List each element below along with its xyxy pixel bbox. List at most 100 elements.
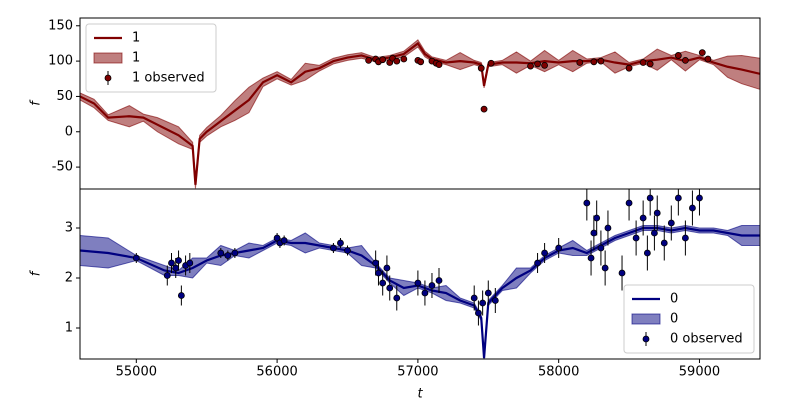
observed-point xyxy=(534,60,541,68)
observed-point xyxy=(186,259,194,267)
observed-point xyxy=(653,209,661,217)
observed-point xyxy=(583,199,591,207)
mean-line xyxy=(80,41,760,185)
observed-point xyxy=(475,309,482,317)
panel: 1 2 3 55000 56000 57000 58000 59000 f t 0 0 0 observ… xyxy=(29,188,761,400)
observed-point xyxy=(632,234,640,242)
legend-point xyxy=(642,335,650,343)
observed-point xyxy=(372,259,380,267)
y-axis-label: f xyxy=(29,269,44,276)
observed-point xyxy=(273,234,281,242)
observed-point xyxy=(421,289,429,297)
observed-point xyxy=(330,244,337,252)
y-tick-label: 100 xyxy=(48,54,73,69)
observed-point xyxy=(400,55,408,63)
observed-point xyxy=(601,264,609,272)
observed-point xyxy=(704,55,712,63)
observed-point xyxy=(175,257,182,264)
x-tick-label: 57000 xyxy=(397,365,438,380)
observed-point xyxy=(689,204,696,212)
observed-point xyxy=(414,279,422,287)
observed-point xyxy=(696,194,703,202)
observed-point xyxy=(172,264,180,272)
confidence-band xyxy=(80,39,760,189)
observed-point xyxy=(646,60,654,68)
observed-point xyxy=(379,56,387,64)
x-axis-label: t xyxy=(417,387,423,400)
y-axis-label: f xyxy=(29,99,44,106)
observed-point xyxy=(625,199,633,207)
observed-point xyxy=(646,194,654,202)
observed-point xyxy=(163,272,171,279)
legend-box xyxy=(623,284,755,354)
observed-point xyxy=(698,49,706,57)
observed-point xyxy=(660,239,668,247)
observed-point xyxy=(541,61,548,69)
legend-box xyxy=(85,23,217,93)
observed-point xyxy=(667,219,675,227)
legend-label: 0 observed xyxy=(670,332,743,347)
y-tick-label: 150 xyxy=(48,18,73,33)
observed-point xyxy=(479,299,487,307)
observed-point xyxy=(386,284,394,292)
x-tick-label: 58000 xyxy=(538,365,579,380)
observed-point xyxy=(484,289,492,297)
observed-point xyxy=(344,247,351,254)
observed-point xyxy=(379,279,387,287)
y-tick-label: 50 xyxy=(56,89,73,104)
observed-point xyxy=(217,249,225,257)
legend-point xyxy=(104,74,112,82)
observed-point xyxy=(487,59,495,67)
observed-point xyxy=(491,297,499,304)
legend: 1 1 1 observed xyxy=(85,23,217,93)
plot-area xyxy=(80,189,760,359)
observed-point xyxy=(477,64,485,72)
y-tick-label: 1 xyxy=(65,321,73,336)
panel: -50 0 50 100 150 f 1 1 1 observed xyxy=(29,17,761,190)
observed-point xyxy=(597,244,605,252)
observed-point xyxy=(674,52,682,59)
observed-point xyxy=(393,294,401,302)
observed-point xyxy=(383,264,391,272)
observed-point xyxy=(643,249,651,257)
observed-point xyxy=(639,214,647,222)
observed-point xyxy=(375,269,382,277)
observed-point xyxy=(681,56,689,64)
observed-point xyxy=(590,229,598,237)
observed-point xyxy=(639,59,647,66)
legend-label: 1 xyxy=(132,51,140,66)
observed-point xyxy=(435,277,443,284)
observed-point xyxy=(625,64,633,72)
legend-label: 1 xyxy=(132,31,140,46)
legend-patch xyxy=(631,313,661,325)
observed-point xyxy=(590,58,598,66)
observed-point xyxy=(224,252,232,259)
observed-point xyxy=(480,105,488,113)
observed-point xyxy=(576,59,584,66)
legend: 0 0 0 observed xyxy=(623,284,755,354)
observed-point xyxy=(651,229,658,237)
observed-point xyxy=(555,244,563,252)
x-tick-label: 56000 xyxy=(256,365,297,380)
observed-point xyxy=(393,57,401,65)
observed-point xyxy=(365,56,373,64)
observed-point xyxy=(435,61,443,69)
observed-point xyxy=(337,239,344,247)
observed-point xyxy=(587,254,595,262)
observed-point xyxy=(132,254,140,262)
observed-point xyxy=(280,237,288,244)
y-tick-label: 0 xyxy=(65,124,73,139)
x-tick-label: 59000 xyxy=(679,365,720,380)
legend-label: 0 xyxy=(670,312,678,327)
observed-point xyxy=(674,194,682,202)
observed-point xyxy=(593,214,601,222)
observed-point xyxy=(681,234,689,242)
observed-point xyxy=(541,249,548,257)
observed-point xyxy=(231,249,239,257)
axes-frame xyxy=(79,188,761,360)
observed-point xyxy=(604,224,612,232)
observed-point xyxy=(470,294,478,302)
observed-point xyxy=(417,58,425,66)
observed-point xyxy=(618,269,626,277)
y-tick-label: -50 xyxy=(52,160,73,175)
